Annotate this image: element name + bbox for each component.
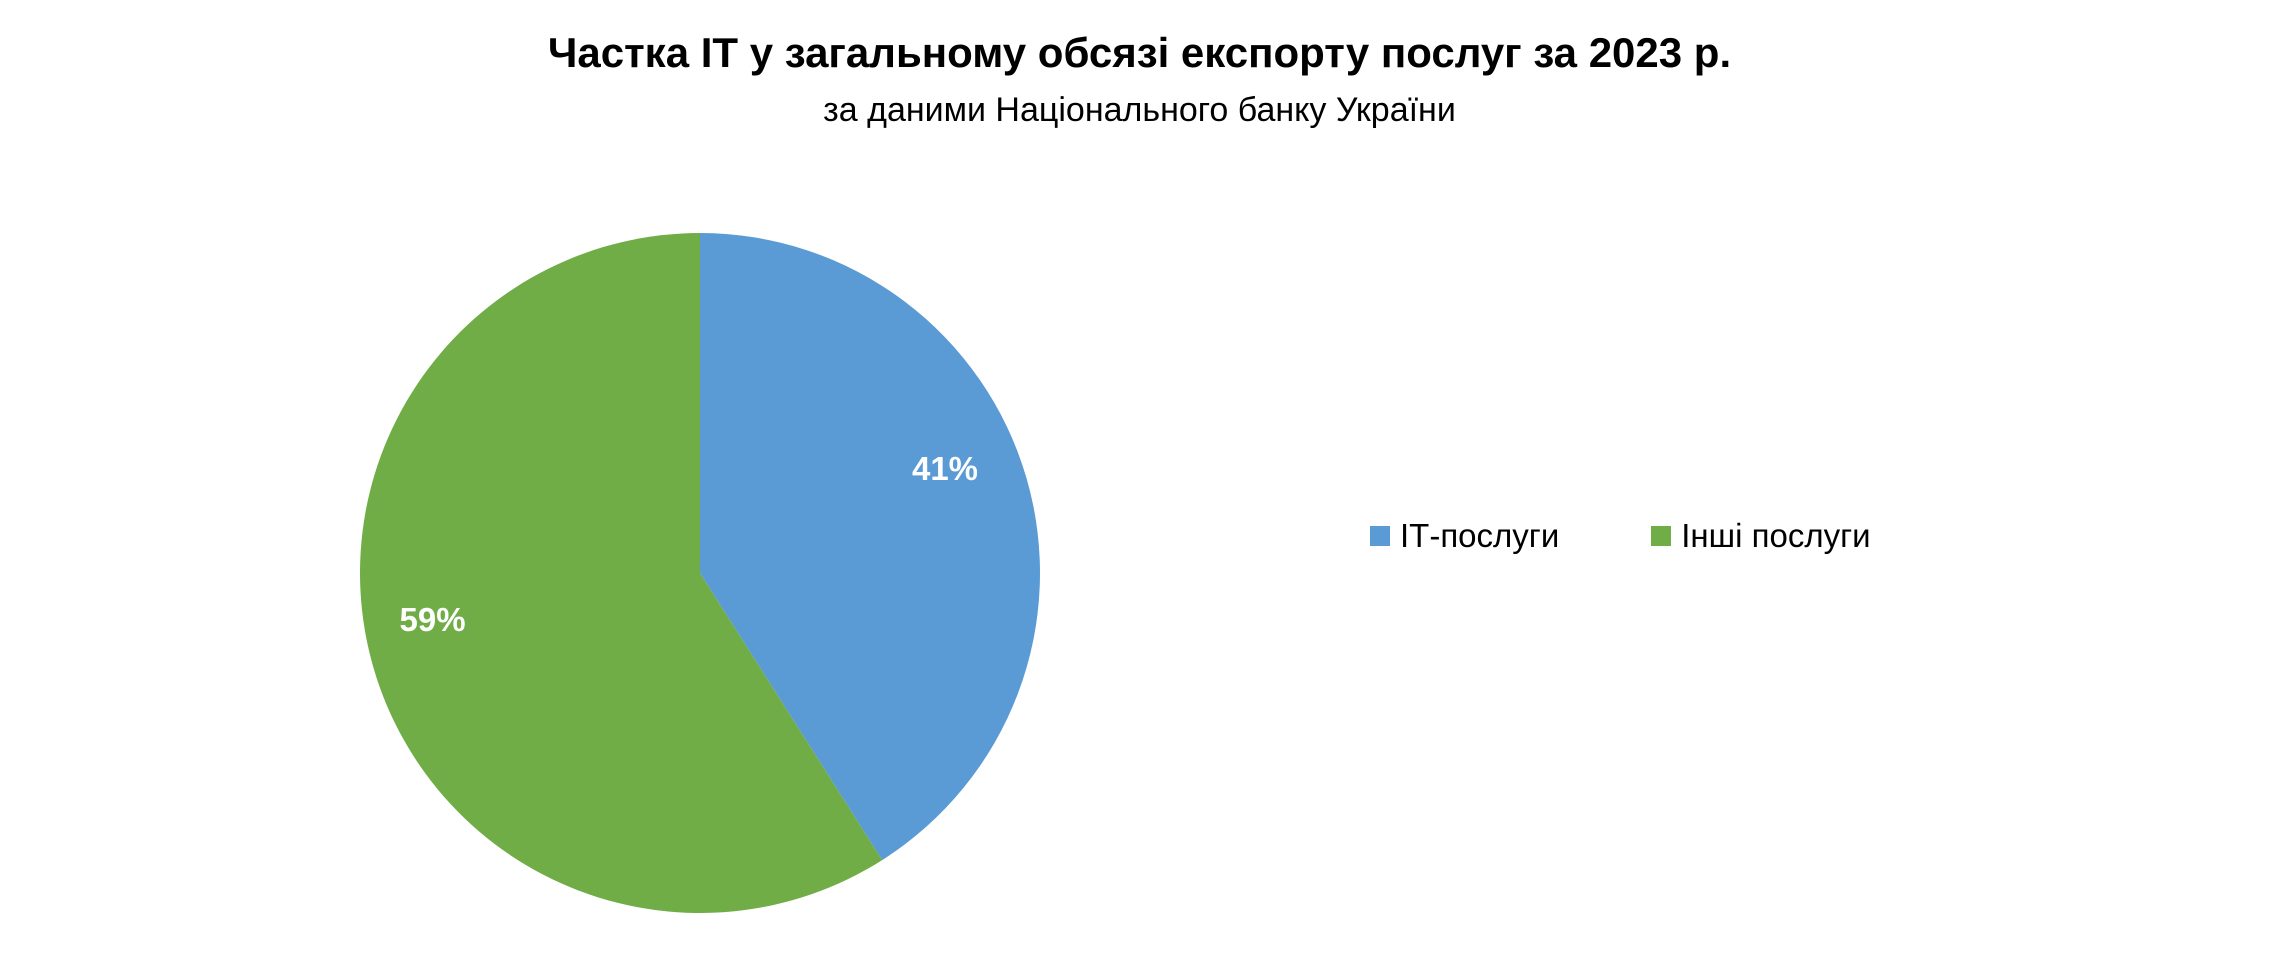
legend-label-it-services: ІТ-послуги bbox=[1400, 517, 1560, 554]
legend-item-it-services: ІТ-послуги bbox=[1370, 516, 1559, 556]
data-label-other-services: 59% bbox=[399, 601, 465, 638]
legend-label-other-services: Інші послуги bbox=[1681, 517, 1871, 554]
pie-slices bbox=[360, 233, 1040, 913]
pie-data-labels: 41% 59% bbox=[399, 450, 978, 638]
pie-slice-it-services bbox=[700, 233, 1040, 861]
chart-subtitle: за даними Національного банку України bbox=[823, 91, 1456, 129]
chart-title: Частка IT у загальному обсязі експорту п… bbox=[547, 29, 1732, 76]
pie-slice-other-services bbox=[360, 233, 883, 913]
data-label-it-services: 41% bbox=[912, 450, 978, 487]
legend-swatch-other-services bbox=[1651, 526, 1672, 546]
chart-legend: ІТ-послуги Інші послуги bbox=[1370, 516, 1963, 556]
legend-item-other-services: Інші послуги bbox=[1651, 516, 1871, 556]
legend-swatch-it-services bbox=[1370, 526, 1390, 546]
